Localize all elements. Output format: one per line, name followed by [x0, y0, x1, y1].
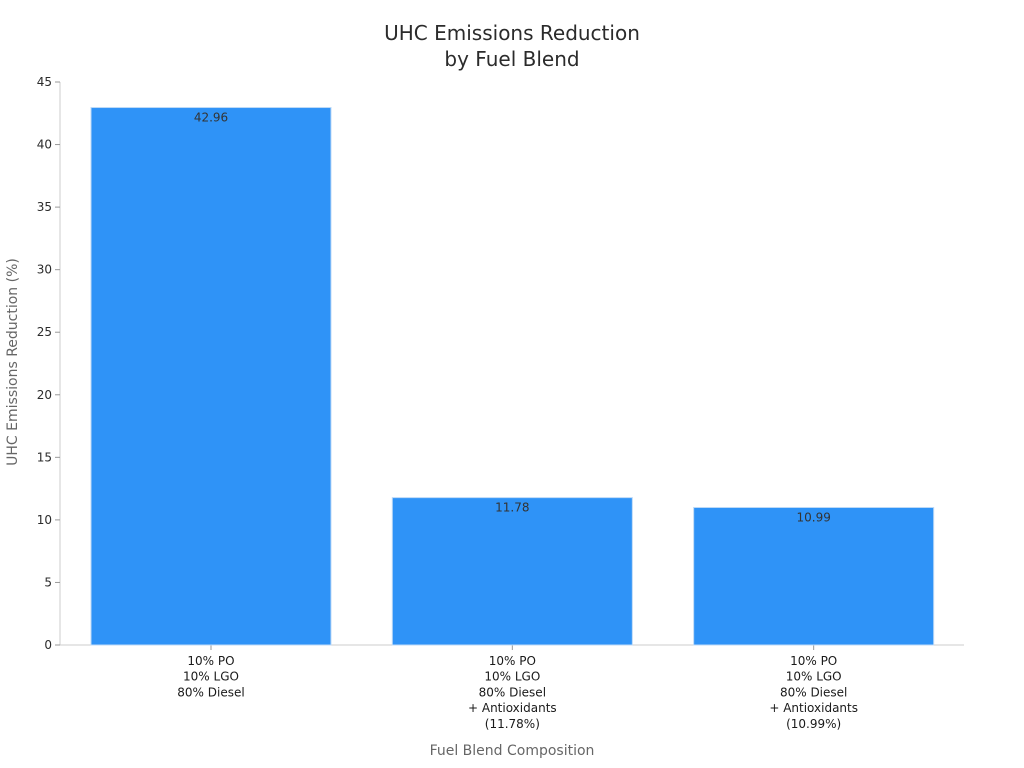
x-tick-label-3: 10% PO 10% LGO 80% Diesel + Antioxidants (10…: [769, 654, 858, 731]
y-tick-label: 0: [44, 638, 52, 652]
y-tick-label: 20: [37, 388, 52, 402]
y-tick-label: 35: [37, 200, 52, 214]
x-axis: 10% PO 10% LGO 80% Diesel 10% PO 10% LGO 80% …: [60, 644, 964, 731]
y-tick-label: 30: [37, 263, 52, 277]
chart-title-line-2: by Fuel Blend: [444, 47, 579, 71]
y-axis: 0 5 10 15 20 25 30 35 40 45: [37, 75, 61, 652]
data-labels: 42.96 11.78 10.99: [194, 111, 831, 525]
data-label-1: 42.96: [194, 111, 228, 125]
x-axis-title: Fuel Blend Composition: [430, 743, 595, 759]
y-tick-label: 5: [44, 575, 52, 589]
chart-title-line-1: UHC Emissions Reduction: [384, 21, 640, 45]
y-axis-title: UHC Emissions Reduction (%): [5, 258, 21, 466]
bar-1: [90, 107, 332, 646]
data-label-3: 10.99: [796, 511, 830, 525]
bar-2: [391, 497, 633, 646]
y-tick-label: 45: [37, 75, 52, 89]
data-label-2: 11.78: [495, 501, 529, 515]
y-tick-label: 10: [37, 513, 52, 527]
y-tick-label: 15: [37, 450, 52, 464]
x-tick-label-1: 10% PO 10% LGO 80% Diesel: [177, 654, 244, 699]
bars: [90, 107, 935, 646]
y-tick-label: 25: [37, 325, 52, 339]
y-tick-label: 40: [37, 138, 52, 152]
x-tick-label-2: 10% PO 10% LGO 80% Diesel + Antioxidants (11…: [468, 654, 557, 731]
bar-3: [693, 507, 935, 646]
